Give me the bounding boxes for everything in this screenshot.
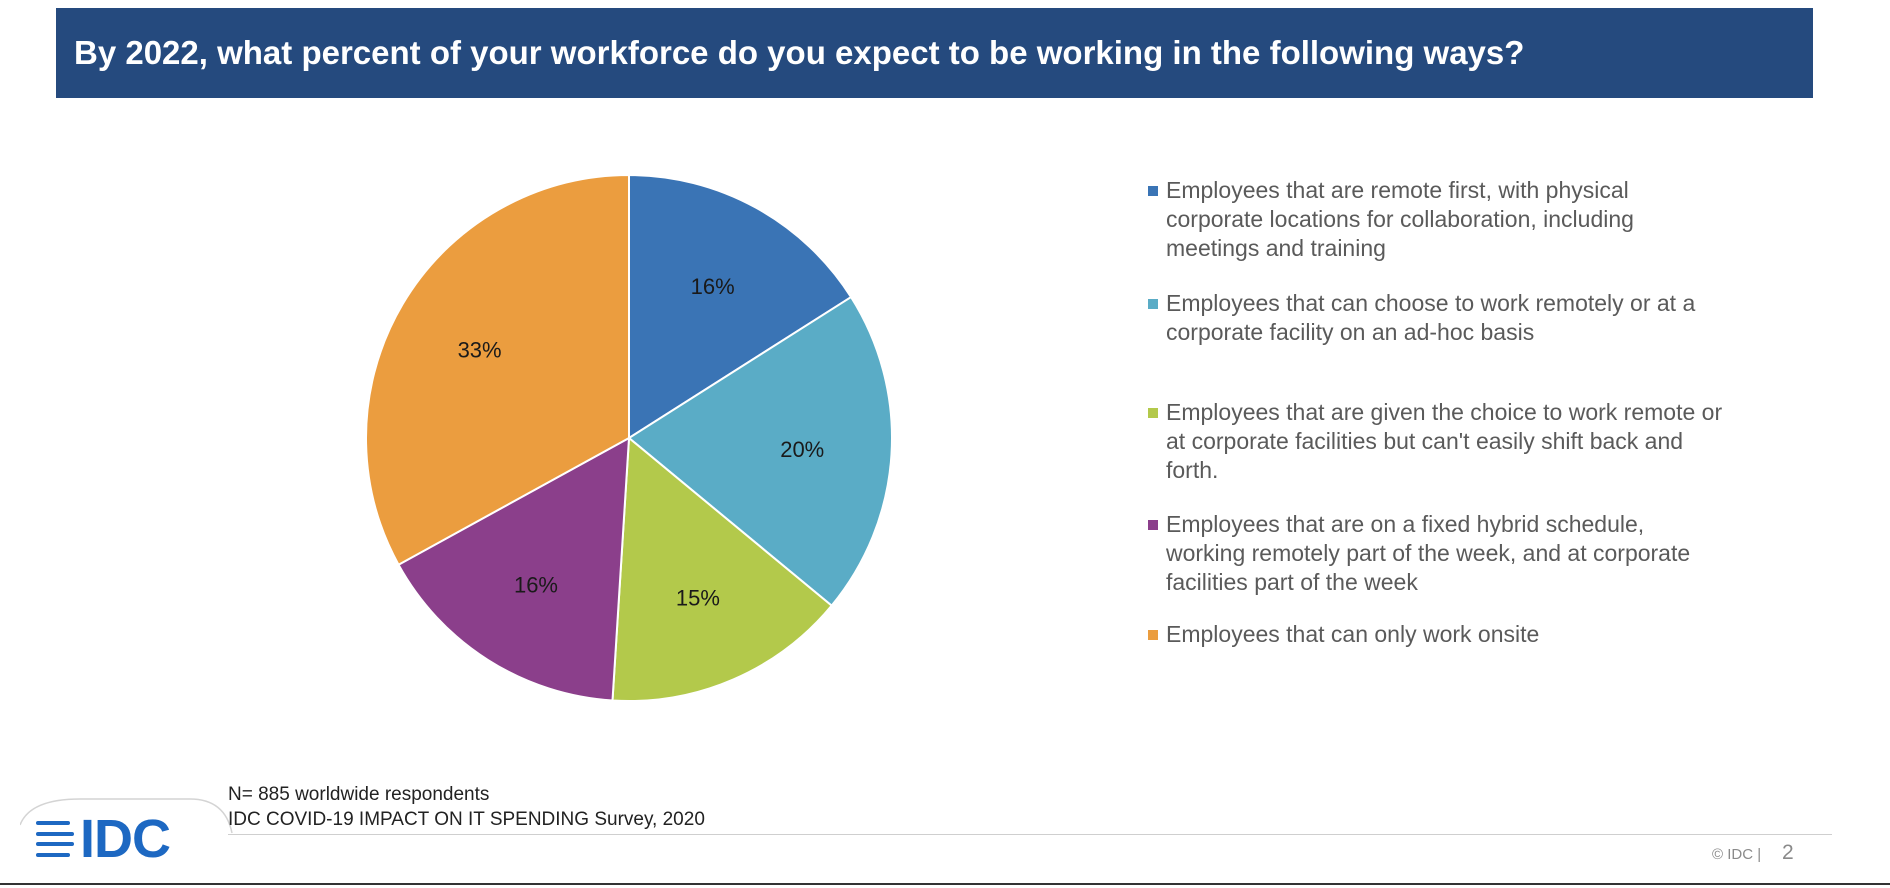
page-number: 2 — [1782, 841, 1794, 864]
legend-swatch — [1148, 408, 1158, 418]
idc-logo: IDC — [36, 809, 171, 869]
logo-lines-icon — [36, 821, 74, 857]
slice-label-remote-first: 16% — [691, 274, 735, 299]
slice-fixed-hybrid — [397, 436, 631, 702]
slice-label-ad-hoc: 20% — [780, 437, 824, 462]
legend-item-ad-hoc: Employees that can choose to work remote… — [1148, 289, 1726, 347]
footnote: N= 885 worldwide respondents IDC COVID-1… — [228, 782, 705, 832]
slice-remote-first — [628, 173, 853, 440]
page-title: By 2022, what percent of your workforce … — [74, 34, 1525, 71]
legend-swatch — [1148, 520, 1158, 530]
slice-choice — [611, 435, 834, 702]
legend-item-onsite: Employees that can only work onsite — [1148, 620, 1726, 649]
footer-divider — [228, 834, 1832, 835]
slice-ad-hoc — [627, 295, 893, 608]
legend-swatch — [1148, 186, 1158, 196]
slice-label-choice: 15% — [676, 585, 720, 610]
legend-label: Employees that are remote first, with ph… — [1166, 177, 1634, 261]
slice-label-onsite: 33% — [458, 338, 502, 363]
legend-label: Employees that are given the choice to w… — [1166, 399, 1723, 483]
legend-item-remote-first: Employees that are remote first, with ph… — [1148, 176, 1726, 263]
slice-label-fixed-hybrid: 16% — [514, 573, 558, 598]
legend-label: Employees that are on a fixed hybrid sch… — [1166, 511, 1691, 595]
legend-label: Employees that can only work onsite — [1166, 621, 1540, 647]
bottom-rule — [0, 883, 1890, 885]
logo-text: IDC — [80, 809, 171, 869]
footer-curve-decoration — [20, 798, 233, 834]
copyright: © IDC | — [1712, 846, 1762, 863]
legend-item-fixed-hybrid: Employees that are on a fixed hybrid sch… — [1148, 510, 1726, 597]
legend-swatch — [1148, 299, 1158, 309]
footnote-source: IDC COVID-19 IMPACT ON IT SPENDING Surve… — [228, 809, 705, 830]
slice-onsite — [365, 173, 630, 567]
legend-item-choice: Employees that are given the choice to w… — [1148, 398, 1726, 485]
footnote-respondents: N= 885 worldwide respondents — [228, 784, 490, 805]
legend-label: Employees that can choose to work remote… — [1166, 290, 1696, 345]
title-bar: By 2022, what percent of your workforce … — [56, 8, 1813, 98]
legend-swatch — [1148, 630, 1158, 640]
